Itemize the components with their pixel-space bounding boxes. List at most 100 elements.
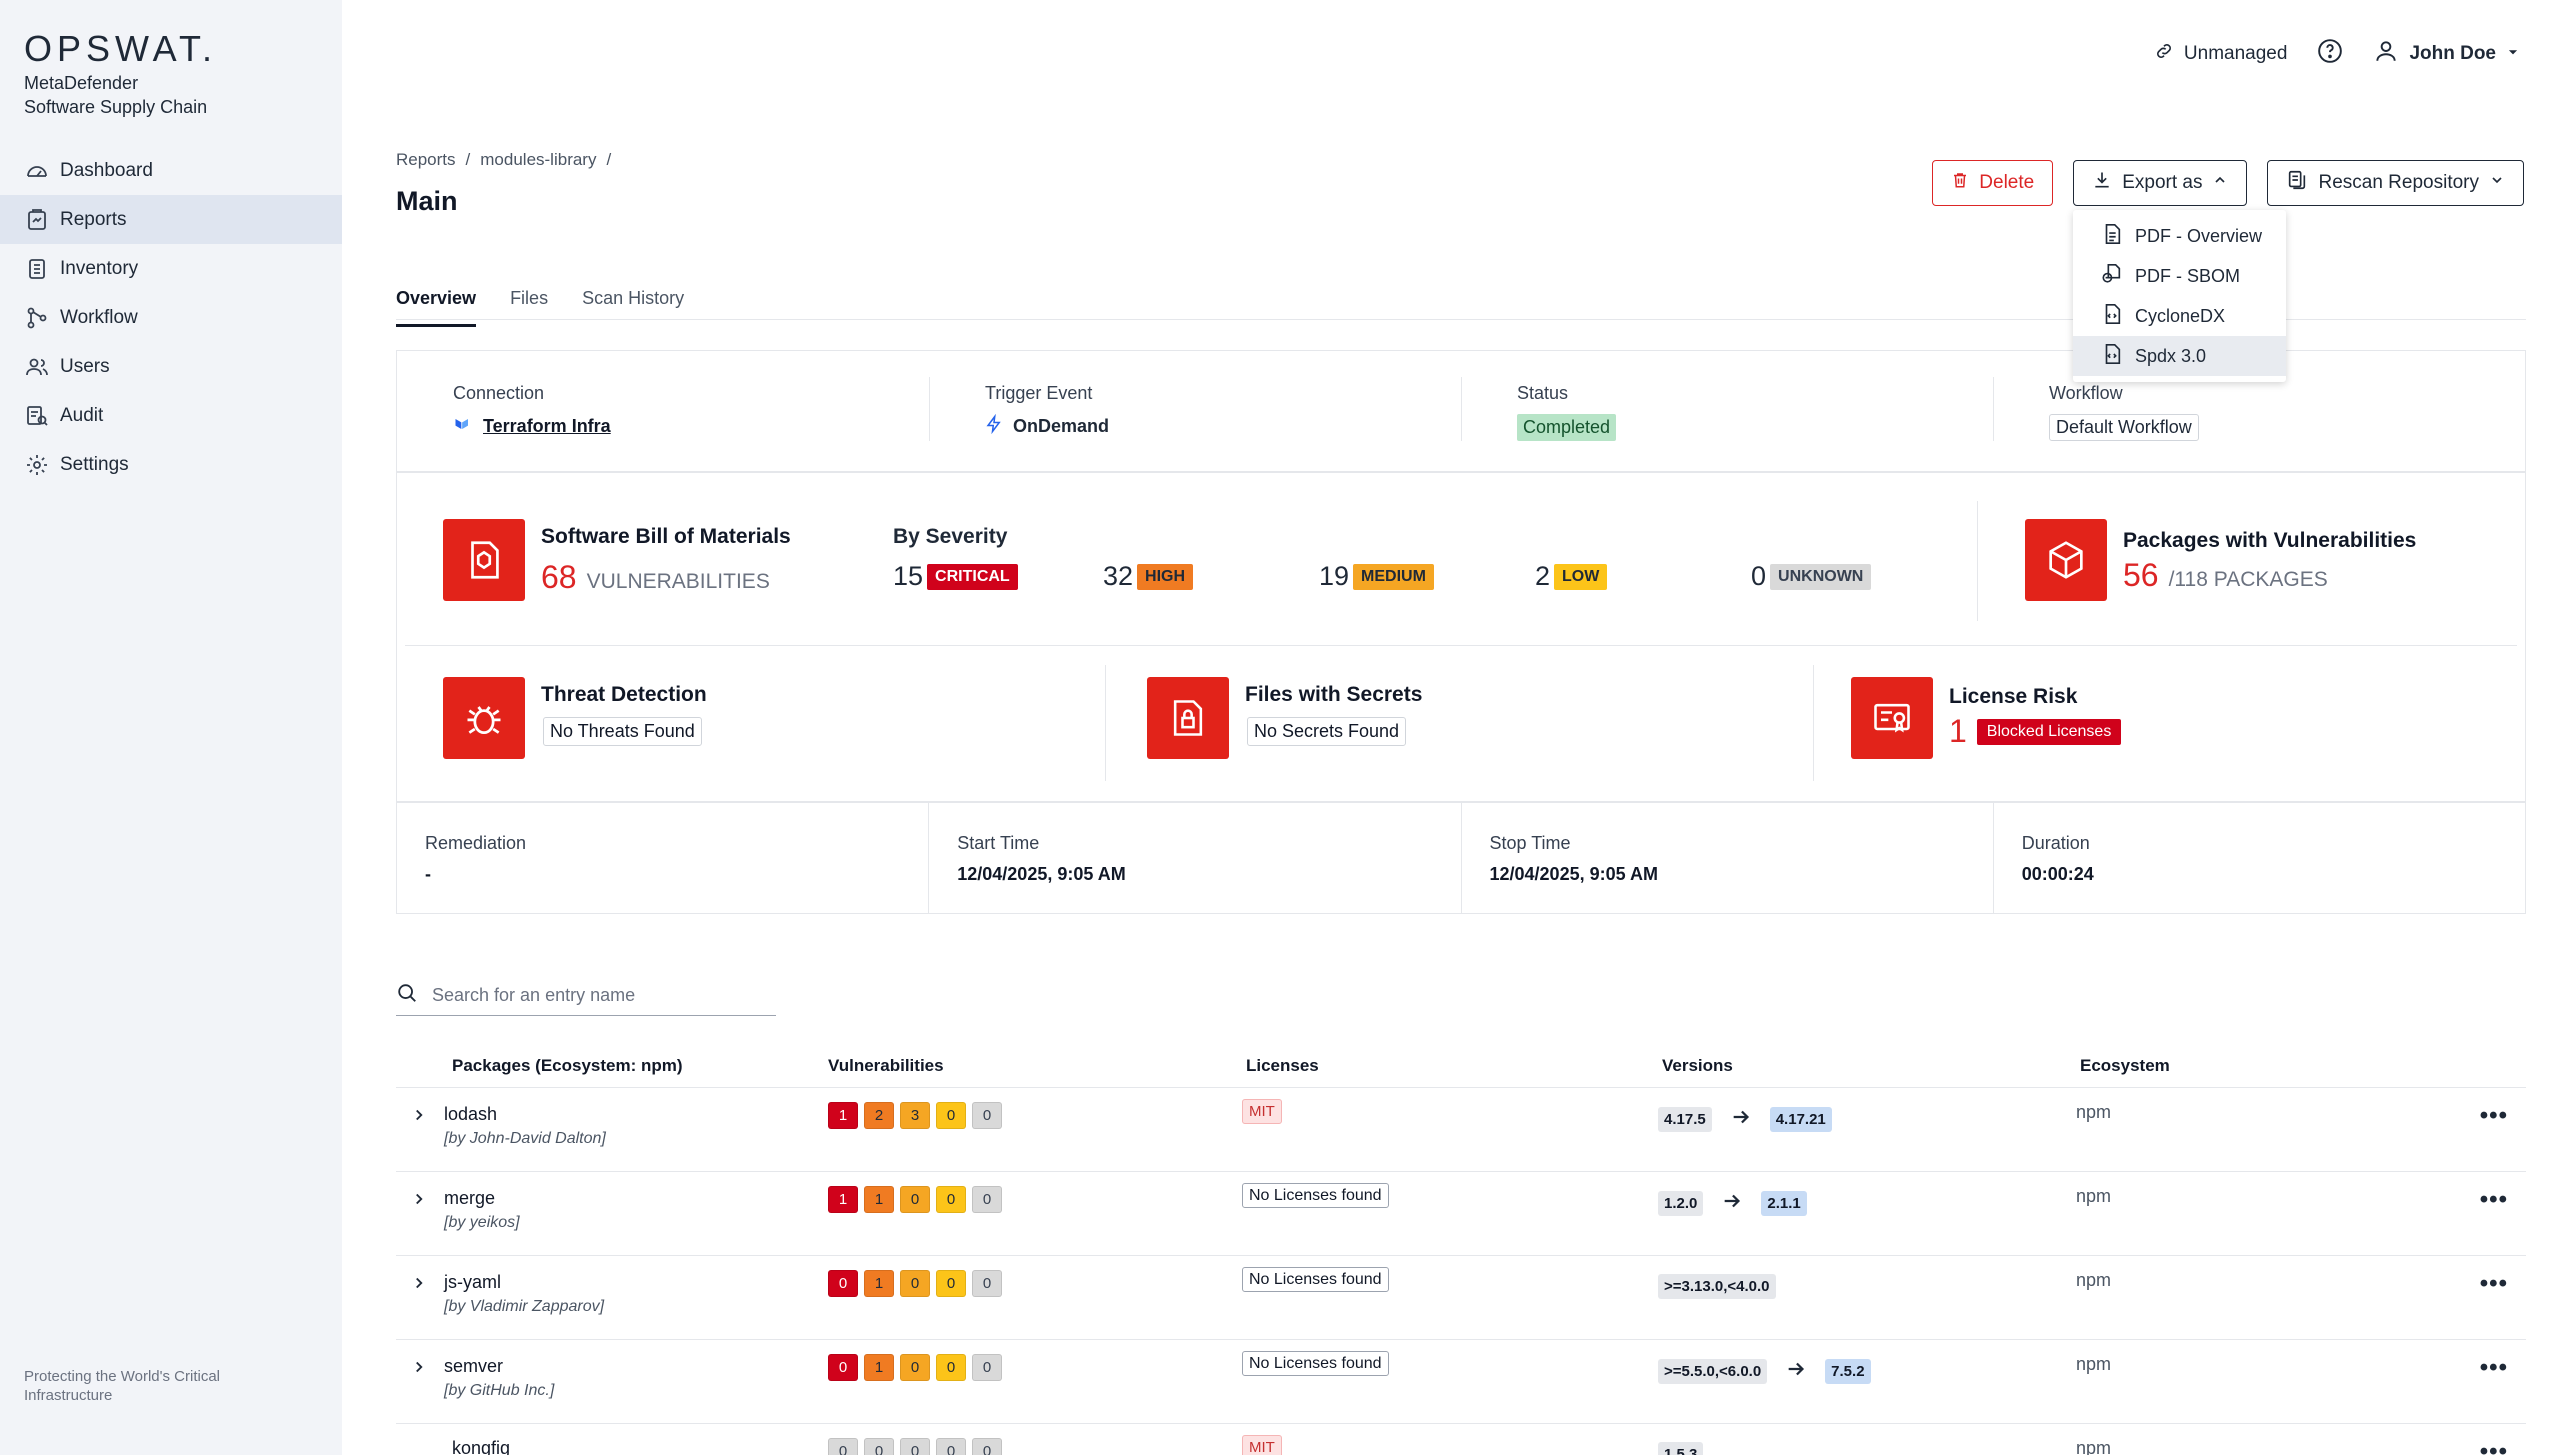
medium-count-box: 3 xyxy=(900,1102,930,1129)
sidebar-item-reports[interactable]: Reports xyxy=(0,195,342,244)
chevron-right-icon[interactable] xyxy=(410,1274,428,1297)
unmanaged-link[interactable]: Unmanaged xyxy=(2154,41,2288,67)
product-name-line1: MetaDefender xyxy=(24,73,139,93)
sidebar-item-workflow[interactable]: Workflow xyxy=(0,293,342,342)
delete-label: Delete xyxy=(1979,172,2035,193)
package-name: lodash xyxy=(444,1104,498,1124)
tab-files[interactable]: Files xyxy=(510,288,549,308)
secrets-title: Files with Secrets xyxy=(1245,683,1423,706)
export-option-label: PDF - Overview xyxy=(2135,225,2263,246)
sidebar-item-audit[interactable]: Audit xyxy=(0,391,342,440)
blocked-licenses-badge: Blocked Licenses xyxy=(1976,718,2122,745)
more-options-icon[interactable]: ••• xyxy=(2479,1102,2508,1129)
export-button[interactable]: Export as xyxy=(2073,160,2248,206)
table-row[interactable]: lodash [by John-David Dalton] 1 2 3 0 0 … xyxy=(396,1088,2526,1172)
rescan-repository-button[interactable]: Rescan Repository xyxy=(2267,160,2524,206)
rescan-icon xyxy=(2286,169,2308,197)
brand: OPSWAT. MetaDefender Software Supply Cha… xyxy=(24,28,217,118)
header-ecosystem[interactable]: Ecosystem xyxy=(2080,1056,2170,1075)
medium-count: 19 xyxy=(1319,561,1350,591)
vulnerability-counts: 1 2 3 0 0 xyxy=(828,1102,1002,1129)
high-count-box: 0 xyxy=(864,1438,894,1455)
more-options-icon[interactable]: ••• xyxy=(2479,1270,2508,1297)
export-option-cyclonedx[interactable]: CycloneDX xyxy=(2073,296,2286,336)
arrow-right-icon xyxy=(1785,1358,1807,1385)
critical-count-box: 1 xyxy=(828,1102,858,1129)
lightning-icon xyxy=(985,413,1003,439)
users-icon xyxy=(24,354,50,380)
sidebar-item-settings[interactable]: Settings xyxy=(0,440,342,489)
medium-count-box: 0 xyxy=(900,1186,930,1213)
table-row[interactable]: js-yaml [by Vladimir Zapparov] 0 1 0 0 0… xyxy=(396,1256,2526,1340)
stats-card: Software Bill of Materials 68 VULNERABIL… xyxy=(396,472,2526,802)
more-options-icon[interactable]: ••• xyxy=(2479,1186,2508,1213)
medium-count-box: 0 xyxy=(900,1354,930,1381)
package-name: kongfig xyxy=(452,1438,511,1455)
search-input[interactable]: Search for an entry name xyxy=(432,985,636,1005)
tab-overview[interactable]: Overview xyxy=(396,288,477,327)
connection-cell: Connection Terraform Infra xyxy=(397,351,929,471)
connection-link[interactable]: Terraform Infra xyxy=(483,416,611,436)
chevron-right-icon[interactable] xyxy=(410,1358,428,1381)
tab-scan-history[interactable]: Scan History xyxy=(582,288,685,308)
sidebar-item-users[interactable]: Users xyxy=(0,342,342,391)
sbom-title: Software Bill of Materials xyxy=(541,525,791,548)
breadcrumb-modules-library[interactable]: modules-library xyxy=(480,150,597,169)
caret-down-icon xyxy=(2506,43,2520,65)
audit-icon xyxy=(24,403,50,429)
severity-critical: 15 CRITICAL xyxy=(893,561,1018,592)
high-count-box: 2 xyxy=(864,1102,894,1129)
unmanaged-label: Unmanaged xyxy=(2183,43,2288,64)
stop-time-value: 12/04/2025, 9:05 AM xyxy=(1489,864,1658,884)
chevron-up-icon xyxy=(2212,172,2228,194)
table-row[interactable]: semver [by GitHub Inc.] 0 1 0 0 0 No Lic… xyxy=(396,1340,2526,1424)
vulnerability-counts: 0 0 0 0 0 xyxy=(828,1438,1002,1455)
arrow-right-icon xyxy=(1721,1190,1743,1217)
medium-count-box: 0 xyxy=(900,1438,930,1455)
delete-button[interactable]: Delete xyxy=(1932,160,2054,206)
export-option-label: CycloneDX xyxy=(2135,305,2226,326)
breadcrumb-separator: / xyxy=(465,150,471,169)
critical-count-box: 0 xyxy=(828,1354,858,1381)
sidebar-item-dashboard[interactable]: Dashboard xyxy=(0,146,342,195)
sidebar-item-inventory[interactable]: Inventory xyxy=(0,244,342,293)
fixed-version: 2.1.1 xyxy=(1761,1191,1807,1216)
sidebar: OPSWAT. MetaDefender Software Supply Cha… xyxy=(0,0,342,1455)
remediation-label: Remediation xyxy=(425,833,527,853)
sidebar-item-label: Workflow xyxy=(60,306,138,328)
report-actions: Delete Export as Rescan Repository xyxy=(1932,160,2524,206)
export-option-pdf-sbom[interactable]: PDF - SBOM xyxy=(2073,256,2286,296)
header-packages[interactable]: Packages (Ecosystem: npm) xyxy=(452,1056,683,1075)
low-count: 2 xyxy=(1535,561,1551,591)
chevron-right-icon[interactable] xyxy=(410,1190,428,1213)
header-versions[interactable]: Versions xyxy=(1662,1056,1733,1075)
opswat-logo[interactable]: OPSWAT. xyxy=(24,28,218,69)
low-count-box: 0 xyxy=(936,1354,966,1381)
header-vulnerabilities[interactable]: Vulnerabilities xyxy=(828,1056,944,1075)
low-count-box: 0 xyxy=(936,1438,966,1455)
packages-vuln-unit: /118 PACKAGES xyxy=(2168,568,2328,591)
workflow-cell: Workflow Default Workflow xyxy=(1993,351,2525,471)
ecosystem-value: npm xyxy=(2076,1354,2112,1374)
status-badge: Completed xyxy=(1517,414,1617,441)
download-icon xyxy=(2092,170,2112,196)
export-option-pdf-overview[interactable]: PDF - Overview xyxy=(2073,216,2286,256)
packages-vuln-count-group: 56 /118 PACKAGES xyxy=(2123,557,2328,594)
more-options-icon[interactable]: ••• xyxy=(2479,1354,2508,1381)
stats-row-divider xyxy=(405,645,2517,646)
remediation-cell: Remediation - xyxy=(397,803,928,913)
chevron-right-icon[interactable] xyxy=(410,1106,428,1129)
help-button[interactable] xyxy=(2317,38,2343,70)
more-options-icon[interactable]: ••• xyxy=(2479,1438,2508,1455)
start-time-cell: Start Time 12/04/2025, 9:05 AM xyxy=(928,803,1460,913)
export-option-spdx[interactable]: Spdx 3.0 xyxy=(2073,336,2286,376)
breadcrumb-reports[interactable]: Reports xyxy=(396,150,456,169)
table-row[interactable]: kongfig 0 0 0 0 0 MIT 1.5.3 npm ••• xyxy=(396,1424,2526,1455)
vulnerability-counts: 1 1 0 0 0 xyxy=(828,1186,1002,1213)
user-menu[interactable]: John Doe xyxy=(2373,38,2520,70)
table-row[interactable]: merge [by yeikos] 1 1 0 0 0 No Licenses … xyxy=(396,1172,2526,1256)
high-badge: HIGH xyxy=(1137,563,1194,590)
dashboard-icon xyxy=(24,158,50,184)
license-risk-count: 1 xyxy=(1949,713,1967,749)
header-licenses[interactable]: Licenses xyxy=(1246,1056,1319,1075)
